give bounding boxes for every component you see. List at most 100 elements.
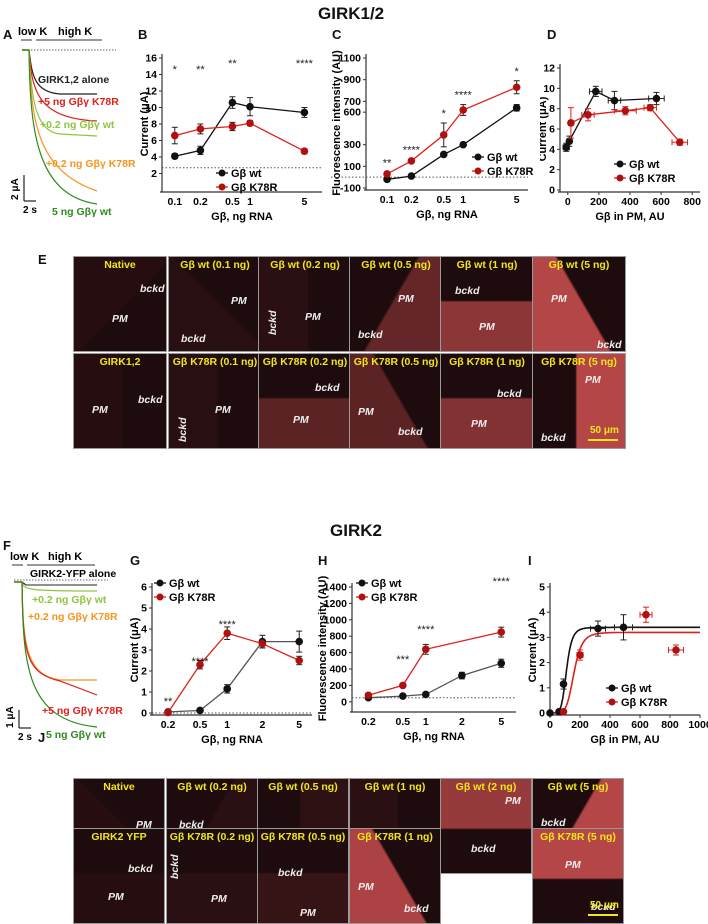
y-tick-label: 16 — [145, 53, 157, 65]
label-pm: PM — [505, 795, 521, 807]
scale-y-label: 2 μA — [10, 178, 21, 200]
significance-stars: ** — [228, 58, 237, 70]
x-axis-label: Gβ, ng RNA — [416, 209, 478, 221]
scale-bar-label: 50 μm — [590, 900, 619, 911]
data-point-wt — [512, 104, 521, 112]
x-tick-label: 1 — [247, 196, 253, 208]
chart-h: 0 200 400 600 800 1000 1200 1400 0.2 0.5 1 2 5 Gβ, ng… — [317, 575, 516, 743]
data-point-k78r — [399, 681, 407, 690]
series-line-k78r — [167, 632, 300, 713]
scale-y-label-f: 1 μA — [5, 706, 16, 728]
panel-label-f: F — [3, 538, 11, 553]
significance-stars: **** — [417, 624, 435, 636]
x-tick-label: 400 — [621, 196, 639, 208]
x-tick-label: 0.5 — [436, 194, 451, 206]
legend-label-k78r: Gβ K78R — [231, 182, 278, 194]
legend-marker-wt — [616, 160, 624, 168]
micrograph-title: Gβ wt (5 ng) — [547, 781, 609, 793]
data-point-wt — [594, 624, 602, 633]
label-bckd: bckd — [278, 867, 303, 879]
legend-label-k78r: Gβ K78R — [169, 592, 216, 604]
data-point-k78r — [407, 157, 416, 165]
data-point-k78r — [675, 138, 684, 147]
y-tick-label: 12 — [543, 63, 555, 75]
data-point-k78r — [621, 106, 630, 115]
legend-label-wt: Gβ wt — [487, 152, 518, 164]
significance-stars: **** — [493, 576, 511, 588]
x-tick-label: 800 — [683, 196, 701, 208]
y-axis-label: Current (μA) — [130, 617, 141, 682]
x-tick-label: 1 — [224, 719, 230, 731]
label-pm: PM — [479, 321, 495, 333]
data-point-k78r — [300, 147, 309, 156]
y-tick-label: 600 — [343, 107, 361, 119]
trace-label-02ng-wt: +0.2 ng Gβγ wt — [40, 119, 115, 131]
significance-stars: **** — [219, 619, 237, 631]
label-bckd: bckd — [169, 854, 181, 879]
y-tick-label: 0 — [341, 696, 347, 708]
y-tick-label: 6 — [141, 582, 147, 594]
trace-label-f-02ng-k78r: +0.2 ng Gβγ K78R — [28, 611, 118, 623]
legend-label-wt: Gβ wt — [169, 578, 200, 590]
membrane-region — [441, 779, 531, 873]
y-tick-label: 8 — [549, 103, 555, 115]
micrograph: Gβ K78R (0.2 ng) bckd PM — [166, 828, 258, 924]
x-tick-label: 5 — [498, 716, 504, 728]
data-point-wt — [422, 690, 430, 699]
y-tick-label: 900 — [343, 74, 361, 86]
data-point-k78r — [422, 645, 430, 654]
x-axis-label: Gβ in PM, AU — [590, 734, 659, 746]
label-pm: PM — [358, 406, 374, 418]
y-tick-label: 1100 — [338, 53, 361, 65]
label-pm: PM — [112, 313, 128, 325]
membrane-region — [533, 354, 625, 448]
membrane-region — [169, 257, 261, 351]
x-tick-label: 0.1 — [167, 196, 182, 208]
y-tick-label: 6 — [151, 135, 157, 147]
trace-label-girk12-alone: GIRK1,2 alone — [38, 74, 109, 86]
y-tick-label: 4 — [539, 607, 545, 619]
legend-marker-wt — [608, 684, 616, 692]
x-tick-label: 200 — [571, 719, 589, 731]
legend-marker-k78r — [358, 593, 366, 601]
series-line-k78r — [368, 631, 502, 696]
data-point-k78r — [171, 131, 179, 140]
x-axis-label: Gβ, ng RNA — [201, 734, 263, 746]
label-pm: PM — [108, 891, 124, 903]
panel-label-b: B — [138, 27, 148, 42]
membrane-region — [74, 829, 164, 923]
label-pm: PM — [585, 374, 601, 386]
panel-label-i: I — [528, 553, 532, 568]
data-point-k78r — [646, 103, 655, 112]
significance-stars: **** — [191, 656, 209, 668]
low-k-label: low K — [18, 26, 47, 38]
label-pm: PM — [300, 907, 316, 919]
y-tick-label: 5 — [539, 582, 545, 594]
y-tick-label: 4 — [141, 624, 147, 636]
data-point-wt — [497, 659, 506, 668]
data-point-k78r — [576, 651, 584, 659]
significance-stars: ** — [164, 696, 173, 708]
data-point-k78r — [258, 639, 267, 648]
label-bckd: bckd — [591, 901, 616, 913]
label-bckd: bckd — [597, 339, 622, 351]
y-tick-label: 3 — [141, 645, 147, 657]
panel-label-j: J — [38, 730, 46, 745]
membrane-region — [350, 829, 440, 923]
significance-stars: * — [173, 64, 178, 76]
x-tick-label: 0.1 — [380, 194, 395, 206]
significance-stars: ** — [196, 64, 205, 76]
high-k-label: high K — [58, 26, 92, 38]
micrograph: Gβ K78R (5 ng) PM bckd — [532, 353, 626, 449]
legend-label-wt: Gβ wt — [629, 159, 660, 171]
data-point-k78r — [164, 708, 172, 717]
panel-label-a: A — [3, 27, 13, 42]
micrograph-title: Gβ K78R (0.5 ng) — [260, 831, 346, 843]
y-tick-label: -100 — [340, 183, 361, 195]
legend-label-k78r: Gβ K78R — [371, 592, 418, 604]
chart-g: 0 1 2 3 4 5 6 0.2 0.5 1 2 5 Gβ, ng RNA Current (μA) **… — [130, 578, 312, 746]
data-point-wt — [300, 108, 309, 117]
label-pm: PM — [398, 293, 414, 305]
micrograph-title: Gβ K78R (0.1 ng) — [172, 356, 258, 368]
